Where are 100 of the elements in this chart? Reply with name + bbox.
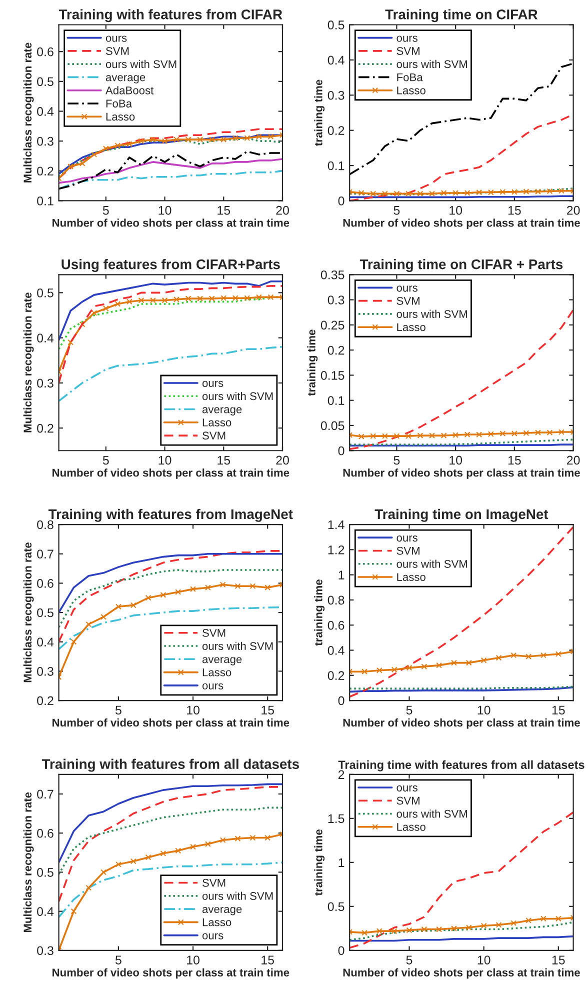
chart-title: Training with features from ImageNet [48, 508, 293, 522]
legend-label: ours [396, 286, 418, 292]
y-axis-title: training time [314, 580, 325, 646]
legend-label: Lasso [202, 418, 232, 426]
legend-label: average [202, 906, 242, 916]
legend-label: ours [396, 535, 418, 542]
y-tick-label: 0.2 [37, 424, 54, 433]
y-tick-label: 0.7 [37, 550, 54, 559]
x-axis-title: Number of video shots per class at train time [343, 218, 580, 229]
x-axis-title: Number of video shots per class at train time [52, 468, 290, 479]
y-tick-label: 0.4 [37, 107, 54, 116]
y-axis-title: Multiclass recognition rate [23, 42, 34, 182]
legend-label: SVM [202, 878, 226, 887]
y-tick-label: 0.05 [320, 421, 344, 430]
y-axis-title: training time [314, 80, 325, 146]
legend-label: SVM [396, 296, 420, 305]
y-tick-label: 0.2 [37, 696, 54, 706]
legend-label: average [202, 407, 242, 416]
y-tick-label: 0.5 [328, 20, 344, 30]
x-tick-label: 20 [276, 456, 289, 465]
legend-label: ours with SVM [202, 892, 273, 900]
chart-title: Using features from CIFAR+Parts [62, 259, 280, 272]
y-tick-label: 0.5 [37, 608, 54, 618]
x-tick-label: 15 [262, 706, 274, 715]
y-tick-label: 0.3 [328, 90, 344, 100]
legend-label: SVM [396, 546, 420, 555]
x-tick-label: 10 [478, 956, 490, 964]
x-tick-label: 10 [450, 206, 462, 215]
x-axis-title: Number of video shots per class at train time [52, 218, 290, 229]
legend-label: Lasso [202, 918, 232, 926]
y-tick-label: 0.2 [328, 671, 344, 680]
x-tick-label: 15 [508, 456, 521, 465]
x-tick-label: 20 [566, 206, 580, 215]
y-tick-label: 0.6 [37, 47, 54, 56]
legend-label: ours [202, 933, 224, 940]
legend-label: ours with SVM [396, 310, 467, 318]
y-tick-label: 1 [338, 858, 344, 867]
y-tick-label: 0.6 [37, 828, 54, 838]
legend-label: SVM [106, 47, 129, 55]
x-tick-label: 15 [552, 956, 565, 964]
legend-label: ours with SVM [396, 60, 467, 68]
legend-label: ours [106, 36, 127, 42]
x-tick-label: 5 [394, 456, 400, 465]
y-axis-title: Multiclass recognition rate [23, 792, 34, 932]
y-tick-label: 0.5 [328, 902, 344, 912]
legend-label: average [202, 657, 242, 666]
y-tick-label: 1.4 [328, 520, 344, 530]
x-tick-label: 10 [158, 456, 172, 465]
legend-label: FoBa [106, 100, 132, 108]
y-tick-label: 0 [338, 446, 344, 456]
legend-label: ours [202, 683, 224, 690]
x-tick-label: 10 [158, 206, 172, 215]
y-axis-title: Multiclass recognition rate [23, 292, 34, 432]
legend-label: SVM [202, 629, 226, 637]
x-axis-title: Number of video shots per class at train time [343, 718, 580, 729]
y-tick-label: 0.3 [37, 946, 54, 956]
legend-label: ours [202, 380, 224, 387]
y-tick-label: 0.4 [37, 907, 54, 916]
y-tick-label: 0.8 [37, 520, 54, 530]
y-tick-label: 2 [338, 770, 344, 779]
chart-title: Training time on ImageNet [374, 508, 548, 522]
y-axis-title: training time [307, 330, 318, 396]
y-tick-label: 0.15 [320, 371, 344, 380]
x-tick-label: 15 [262, 956, 274, 964]
x-tick-label: 20 [276, 206, 289, 215]
chart-title: Training with features from CIFAR [58, 9, 282, 22]
x-tick-label: 10 [187, 706, 200, 715]
y-axis-title: training time [314, 829, 325, 896]
legend-label: ours [396, 785, 418, 792]
x-tick-label: 5 [102, 206, 109, 215]
y-tick-label: 0.1 [37, 196, 54, 206]
legend-label: Lasso [397, 823, 426, 831]
chart-title: Training time on CIFAR + Parts [360, 259, 563, 272]
x-tick-label: 5 [115, 956, 122, 964]
x-tick-label: 10 [187, 956, 200, 964]
y-tick-label: 0.4 [37, 334, 54, 342]
y-tick-label: 0.3 [37, 378, 54, 388]
y-tick-label: 0.6 [37, 578, 54, 588]
y-tick-label: 0.5 [37, 868, 54, 877]
y-tick-label: 0.2 [328, 126, 344, 135]
chart-title: Training with features from all datasets [42, 758, 299, 772]
y-tick-label: 0.8 [328, 596, 344, 605]
x-tick-label: 5 [102, 456, 109, 465]
x-tick-label: 5 [406, 956, 412, 964]
legend-label: ours [396, 36, 418, 42]
legend-label: ours with SVM [106, 60, 176, 68]
y-tick-label: 0.1 [328, 161, 344, 170]
y-tick-label: 0.4 [328, 646, 344, 655]
x-axis-title: Number of video shots per class at train time [52, 718, 290, 729]
x-axis-title: Number of video shots per class at train time [52, 968, 290, 979]
y-tick-label: 0.4 [37, 638, 54, 646]
y-tick-label: 0.2 [328, 346, 344, 355]
legend-label: ours with SVM [202, 392, 273, 400]
x-tick-label: 5 [394, 206, 400, 215]
x-axis-title: Number of video shots per class at train time [343, 968, 580, 979]
y-axis-title: Multiclass recognition rate [23, 542, 34, 682]
x-tick-label: 15 [508, 206, 521, 215]
legend-label: ours with SVM [202, 642, 273, 650]
legend-label: SVM [202, 432, 226, 440]
y-tick-label: 0.6 [328, 620, 344, 630]
